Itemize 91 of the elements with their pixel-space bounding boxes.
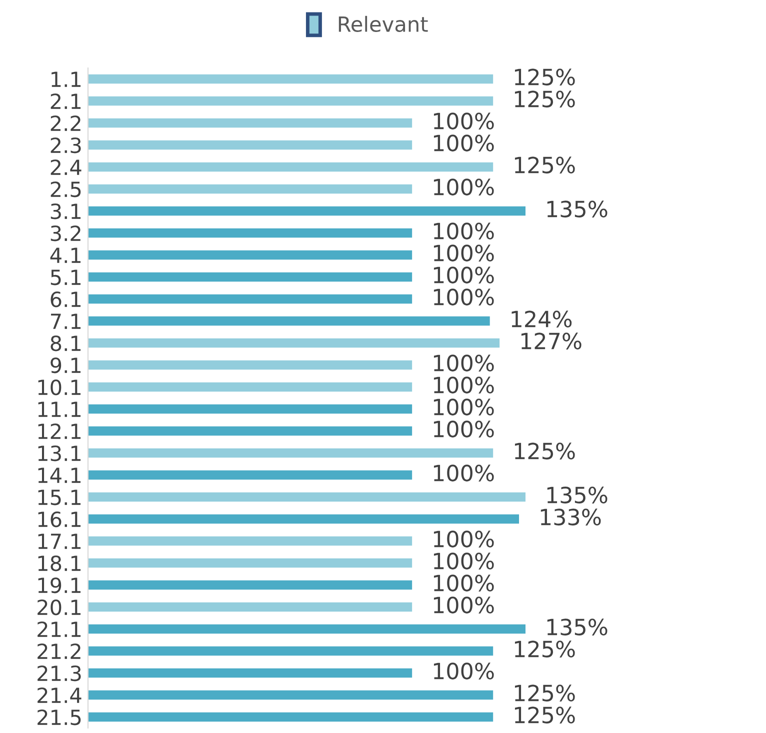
- y-tick-label: 8.1: [50, 335, 81, 352]
- bar: [88, 514, 520, 524]
- y-tick-label: 9.1: [50, 357, 81, 374]
- data-label: 124%: [512, 310, 572, 328]
- bar: [88, 382, 412, 392]
- data-label: 100%: [434, 376, 494, 394]
- bar: [88, 646, 494, 656]
- bar: [88, 250, 412, 260]
- bar: [88, 228, 412, 238]
- bar: [88, 360, 412, 370]
- data-label: 125%: [514, 68, 575, 86]
- data-label: 100%: [434, 266, 494, 284]
- data-label: 100%: [434, 464, 494, 482]
- data-label: 100%: [434, 288, 494, 306]
- y-tick-label: 21.3: [38, 665, 81, 682]
- y-tick-label: 17.1: [38, 534, 81, 549]
- y-tick-label: 2.1: [50, 93, 81, 109]
- data-label: 100%: [434, 420, 494, 438]
- y-tick-label: 7.1: [51, 314, 81, 329]
- y-tick-label: 3.1: [50, 203, 81, 220]
- y-tick-label: 12.1: [38, 423, 81, 439]
- y-tick-label: 6.1: [50, 291, 81, 308]
- y-tick-label: 21.2: [38, 643, 80, 659]
- bar: [88, 96, 494, 106]
- y-tick-label: 15.1: [38, 490, 81, 506]
- data-label: 135%: [547, 486, 608, 504]
- y-tick-label: 21.4: [38, 687, 82, 703]
- bar: [88, 404, 412, 414]
- legend-label: Relevant: [338, 16, 428, 32]
- bar: [88, 492, 526, 502]
- data-label: 125%: [514, 640, 575, 658]
- data-label: 100%: [434, 112, 494, 130]
- bar: [88, 602, 412, 612]
- bar: [88, 162, 494, 172]
- data-label: 100%: [434, 398, 494, 416]
- bar: [88, 690, 494, 700]
- y-tick-label: 14.1: [38, 468, 81, 483]
- data-label: 125%: [514, 442, 575, 460]
- data-label: 100%: [434, 662, 494, 680]
- bar: [88, 558, 412, 568]
- bar: [88, 118, 412, 128]
- bar: [88, 316, 490, 326]
- y-tick-label: 21.5: [38, 709, 81, 726]
- bar: [88, 140, 412, 150]
- data-label: 100%: [434, 354, 494, 372]
- y-tick-label: 21.1: [38, 621, 81, 637]
- bar: [88, 712, 494, 722]
- data-label: 100%: [434, 244, 494, 262]
- data-label: 125%: [514, 706, 575, 724]
- data-label: 100%: [434, 222, 494, 240]
- bar: [88, 426, 412, 436]
- bar: [88, 448, 494, 458]
- y-tick-label: 11.1: [38, 402, 81, 417]
- bar: [88, 206, 526, 216]
- bar: [88, 668, 412, 678]
- y-tick-label: 2.3: [50, 137, 81, 154]
- data-label: 100%: [434, 178, 494, 196]
- data-label: 100%: [434, 574, 494, 592]
- bar: [88, 272, 412, 282]
- y-tick-label: 10.1: [38, 379, 81, 396]
- data-label: 133%: [540, 508, 601, 526]
- data-label: 125%: [514, 90, 575, 108]
- y-tick-label: 3.2: [50, 225, 80, 242]
- data-label: 100%: [434, 134, 494, 152]
- bar: [88, 184, 412, 194]
- data-label: 125%: [514, 156, 575, 174]
- bar: [88, 470, 412, 480]
- y-tick-label: 4.1: [50, 248, 81, 263]
- data-label: 127%: [521, 332, 582, 350]
- data-label: 100%: [434, 596, 494, 614]
- bar: [88, 624, 526, 634]
- y-tick-label: 18.1: [38, 555, 81, 572]
- data-label: 125%: [514, 684, 575, 702]
- y-tick-label: 2.2: [50, 115, 80, 131]
- bar: [88, 580, 412, 590]
- y-tick-label: 19.1: [38, 577, 81, 594]
- y-tick-label: 5.1: [50, 270, 81, 286]
- y-tick-label: 13.1: [38, 445, 81, 462]
- data-label: 100%: [434, 530, 494, 548]
- data-label: 135%: [547, 618, 608, 636]
- bar: [88, 294, 412, 304]
- data-label: 135%: [547, 200, 608, 218]
- bar: [88, 536, 412, 546]
- y-tick-label: 2.4: [50, 159, 82, 175]
- bar: [88, 338, 500, 348]
- y-tick-label: 20.1: [38, 599, 81, 616]
- data-label: 100%: [434, 552, 494, 570]
- y-tick-label: 16.1: [38, 511, 81, 528]
- y-tick-label: 1.1: [52, 72, 81, 87]
- bar: [88, 74, 494, 84]
- y-tick-label: 2.5: [50, 181, 81, 198]
